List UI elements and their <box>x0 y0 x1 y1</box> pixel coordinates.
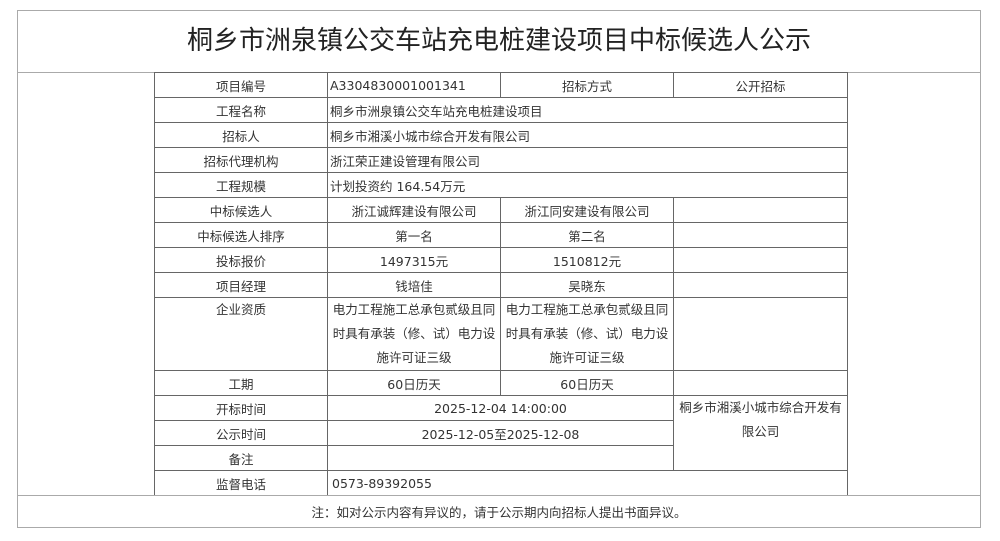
row-label: 项目编号 <box>154 72 328 98</box>
row-label: 工程规模 <box>154 172 328 198</box>
row-label: 监督电话 <box>154 470 328 496</box>
empty-cell <box>673 297 848 371</box>
bid-method: 公开招标 <box>673 72 848 98</box>
candidate-table: 项目编号 A3304830001001341 招标方式 公开招标 工程名称 桐乡… <box>154 72 848 496</box>
table-row: 开标时间 2025-12-04 14:00:00 桐乡市湘溪小城市综合开发有限公… <box>154 395 848 471</box>
row-label: 招标人 <box>154 122 328 148</box>
publicity-period: 2025-12-05至2025-12-08 <box>327 420 674 446</box>
manager-2: 吴晓东 <box>500 272 674 298</box>
table-row: 工期 60日历天 60日历天 <box>154 370 848 396</box>
empty-cell <box>673 247 848 273</box>
candidate-1: 浙江诚辉建设有限公司 <box>327 197 501 223</box>
table-row: 备注 <box>154 445 848 471</box>
empty-cell <box>673 197 848 223</box>
price-1: 1497315元 <box>327 247 501 273</box>
table-row: 中标候选人 浙江诚辉建设有限公司 浙江同安建设有限公司 <box>154 197 848 223</box>
row-label: 工程名称 <box>154 97 328 123</box>
tenderer: 桐乡市湘溪小城市综合开发有限公司 <box>327 122 848 148</box>
row-label: 中标候选人排序 <box>154 222 328 248</box>
row-label: 公示时间 <box>154 420 328 446</box>
remarks <box>327 445 674 471</box>
row-label: 开标时间 <box>154 395 328 421</box>
qualification-2: 电力工程施工总承包贰级且同时具有承装（修、试）电力设施许可证三级 <box>500 297 674 371</box>
qualification-1: 电力工程施工总承包贰级且同时具有承装（修、试）电力设施许可证三级 <box>327 297 501 371</box>
project-scale: 计划投资约 164.54万元 <box>327 172 848 198</box>
manager-1: 钱培佳 <box>327 272 501 298</box>
issuer: 桐乡市湘溪小城市综合开发有限公司 <box>673 395 848 471</box>
table-row: 监督电话 0573-89392055 <box>154 470 848 496</box>
project-number: A3304830001001341 <box>327 72 501 98</box>
footer-note: 注：如对公示内容有异议的，请于公示期内向招标人提出书面异议。 <box>18 495 980 529</box>
open-time: 2025-12-04 14:00:00 <box>327 395 674 421</box>
row-label: 项目经理 <box>154 272 328 298</box>
table-row: 工程名称 桐乡市洲泉镇公交车站充电桩建设项目 <box>154 97 848 123</box>
candidate-2: 浙江同安建设有限公司 <box>500 197 674 223</box>
project-name: 桐乡市洲泉镇公交车站充电桩建设项目 <box>327 97 848 123</box>
row-label: 工期 <box>154 370 328 396</box>
table-row: 工程规模 计划投资约 164.54万元 <box>154 172 848 198</box>
empty-cell <box>673 370 848 396</box>
notice-frame: 桐乡市洲泉镇公交车站充电桩建设项目中标候选人公示 项目编号 A330483000… <box>17 10 981 528</box>
empty-cell <box>673 222 848 248</box>
table-row: 企业资质 电力工程施工总承包贰级且同时具有承装（修、试）电力设施许可证三级 电力… <box>154 297 848 371</box>
table-row: 投标报价 1497315元 1510812元 <box>154 247 848 273</box>
supervision-phone: 0573-89392055 <box>327 470 848 496</box>
row-label: 企业资质 <box>154 297 328 371</box>
empty-cell <box>673 272 848 298</box>
row-label: 备注 <box>154 445 328 471</box>
row-label: 招标代理机构 <box>154 147 328 173</box>
table-row: 招标人 桐乡市湘溪小城市综合开发有限公司 <box>154 122 848 148</box>
table-row: 中标候选人排序 第一名 第二名 <box>154 222 848 248</box>
row-label: 招标方式 <box>500 72 674 98</box>
row-label: 中标候选人 <box>154 197 328 223</box>
agency: 浙江荣正建设管理有限公司 <box>327 147 848 173</box>
row-label: 投标报价 <box>154 247 328 273</box>
rank-2: 第二名 <box>500 222 674 248</box>
duration-1: 60日历天 <box>327 370 501 396</box>
page-title: 桐乡市洲泉镇公交车站充电桩建设项目中标候选人公示 <box>18 11 980 73</box>
table-row: 项目经理 钱培佳 吴晓东 <box>154 272 848 298</box>
table-row: 项目编号 A3304830001001341 招标方式 公开招标 <box>154 72 848 98</box>
duration-2: 60日历天 <box>500 370 674 396</box>
table-row: 招标代理机构 浙江荣正建设管理有限公司 <box>154 147 848 173</box>
table-row: 公示时间 2025-12-05至2025-12-08 <box>154 420 848 446</box>
price-2: 1510812元 <box>500 247 674 273</box>
rank-1: 第一名 <box>327 222 501 248</box>
